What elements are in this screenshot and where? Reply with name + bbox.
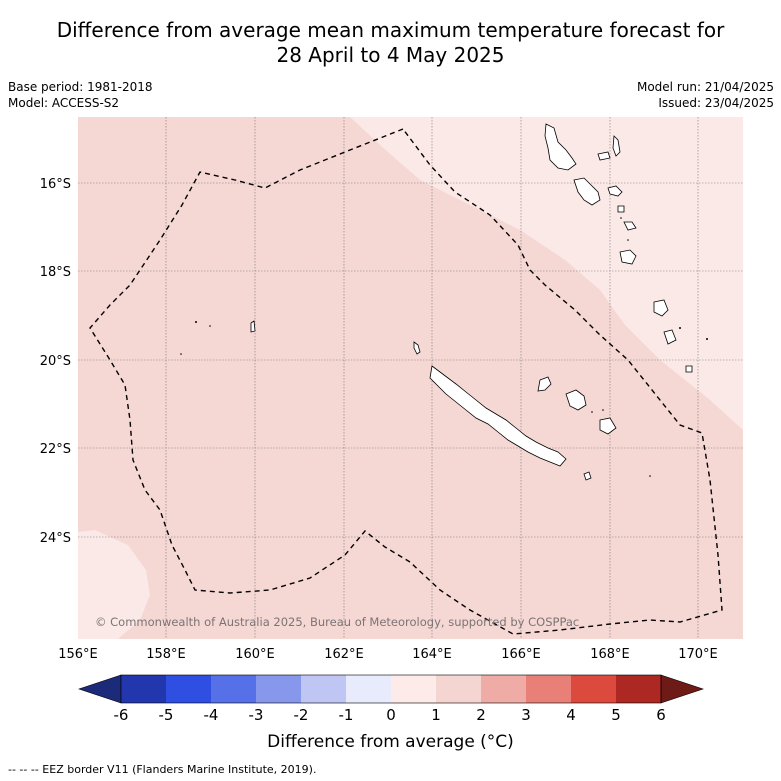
colorbar-segment (211, 675, 256, 703)
belep-islands-coastline (413, 341, 421, 355)
lon-label: 160°E (235, 647, 275, 662)
colorbar-tick: -1 (339, 706, 354, 724)
model-text: Model: ACCESS-S2 (8, 96, 120, 110)
maewo-coastline (597, 151, 611, 161)
colorbar-segment (481, 675, 526, 703)
colorbar-tick: -2 (294, 706, 309, 724)
colorbar-segment (346, 675, 391, 703)
model-run-text: Model run: 21/04/2025 (636, 80, 774, 94)
colorbar-tick: -3 (249, 706, 264, 724)
colorbar-tick: 3 (521, 706, 531, 724)
longitude-labels: 156°E 158°E 160°E 162°E 164°E 166°E 168°… (58, 647, 718, 662)
anomaly-region-0-to-1-northeast (350, 117, 743, 430)
lat-label: 16°S (40, 177, 71, 192)
colorbar-tick: -4 (204, 706, 219, 724)
coastlines (250, 123, 693, 481)
colorbar-segment (301, 675, 346, 703)
ouvea-coastline (537, 376, 552, 392)
shepherd-islands-coastline (623, 221, 637, 231)
colorbar-tick: 6 (656, 706, 666, 724)
tanna-coastline (663, 329, 677, 345)
pentecost-coastline (612, 135, 621, 157)
eez-border (89, 128, 723, 635)
colorbar-tick: 2 (476, 706, 486, 724)
mare-coastline (599, 417, 617, 435)
efate-coastline (619, 249, 637, 265)
copyright-watermark: © Commonwealth of Australia 2025, Bureau… (95, 615, 579, 629)
lon-label: 170°E (678, 647, 718, 662)
epi-coastline (617, 205, 625, 213)
lon-label: 166°E (501, 647, 541, 662)
lat-label: 22°S (40, 442, 71, 457)
colorbar-segment (436, 675, 481, 703)
colorbar (78, 674, 704, 704)
colorbar-segment (121, 675, 166, 703)
colorbar-segment (166, 675, 211, 703)
latitude-labels: 16°S 18°S 20°S 22°S 24°S (40, 177, 71, 546)
chesterfield-islands-coastline (250, 320, 256, 333)
colorbar-extension-high (660, 674, 704, 704)
colorbar-tick: 4 (566, 706, 576, 724)
colorbar-tick: 5 (611, 706, 621, 724)
lat-label: 18°S (40, 265, 71, 280)
colorbar-tick: 1 (431, 706, 441, 724)
colorbar-tick: -6 (114, 706, 129, 724)
colorbar-outline (120, 674, 662, 704)
colorbar-tick-labels: -6 -5 -4 -3 -2 -1 0 1 2 3 4 5 6 (114, 706, 666, 724)
new-caledonia-coastline (429, 365, 567, 467)
malakula-coastline (573, 177, 601, 206)
lon-label: 164°E (412, 647, 452, 662)
isle-of-pines-coastline (583, 471, 592, 481)
colorbar-label: Difference from average (°C) (267, 732, 514, 752)
colorbar-tick: 0 (386, 706, 396, 724)
issued-text: Issued: 23/04/2025 (658, 96, 774, 110)
lon-label: 158°E (146, 647, 186, 662)
meta-right: Model run: 21/04/2025 Issued: 23/04/2025 (637, 79, 774, 111)
map-panel: © Commonwealth of Australia 2025, Bureau… (78, 117, 743, 639)
anomaly-region-0-to-1-southwest (78, 530, 150, 639)
title-line-2: 28 April to 4 May 2025 (276, 43, 505, 67)
base-period-text: Base period: 1981-2018 (8, 80, 153, 94)
lon-label: 156°E (58, 647, 98, 662)
lat-label: 20°S (40, 354, 71, 369)
lifou-coastline (565, 389, 587, 411)
colorbar-segment (391, 675, 436, 703)
ambrym-coastline (607, 185, 623, 197)
colorbar-segment (616, 675, 661, 703)
colorbar-segment (571, 675, 616, 703)
lon-label: 168°E (590, 647, 630, 662)
espiritu-santo-coastline (544, 123, 577, 171)
aneityum-coastline (685, 365, 693, 373)
lat-label: 24°S (40, 531, 71, 546)
colorbar-segment (526, 675, 571, 703)
meta-left: Base period: 1981-2018 Model: ACCESS-S2 (8, 79, 153, 111)
colorbar-extension-low (78, 674, 122, 704)
title-line-1: Difference from average mean maximum tem… (56, 18, 725, 42)
colorbar-tick: -5 (159, 706, 174, 724)
colorbar-segment (256, 675, 301, 703)
small-islets (180, 217, 708, 477)
eez-footnote: -- -- -- EEZ border V11 (Flanders Marine… (8, 763, 317, 776)
map-title: Difference from average mean maximum tem… (0, 18, 781, 68)
lon-label: 162°E (324, 647, 364, 662)
erromango-coastline (653, 299, 669, 317)
